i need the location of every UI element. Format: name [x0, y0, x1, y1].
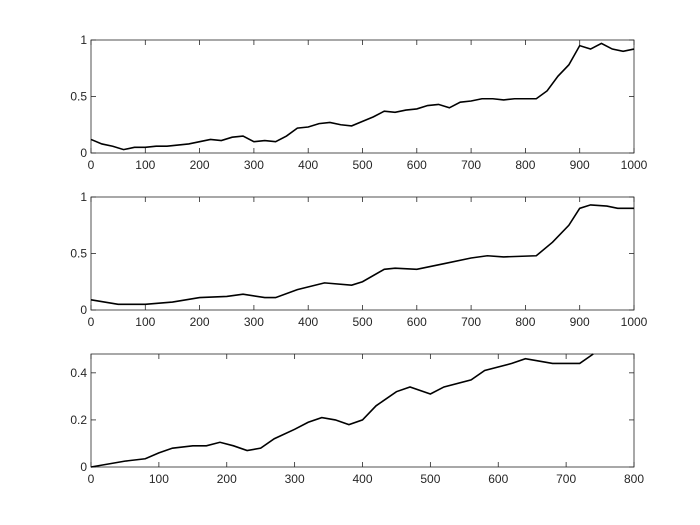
x-tick-label: 600 — [488, 472, 508, 486]
x-tick-label: 500 — [420, 472, 440, 486]
x-tick-label: 200 — [217, 472, 237, 486]
x-tick-label: 200 — [190, 315, 210, 329]
x-tick-label: 400 — [298, 315, 318, 329]
x-tick-label: 300 — [244, 315, 264, 329]
x-tick-label: 0 — [88, 472, 95, 486]
x-tick-label: 300 — [244, 158, 264, 172]
axes-box — [90, 196, 635, 311]
axes-box — [90, 353, 635, 468]
x-tick-label: 200 — [190, 158, 210, 172]
x-tick-label: 500 — [352, 158, 372, 172]
x-tick-label: 400 — [352, 472, 372, 486]
y-tick-label: 0.2 — [70, 413, 87, 427]
data-line — [90, 42, 635, 151]
x-tick-label: 800 — [515, 315, 535, 329]
x-tick-label: 0 — [88, 158, 95, 172]
y-tick-label: 0 — [80, 146, 87, 160]
y-tick-label: 1 — [80, 33, 87, 47]
y-tick-label: 0 — [80, 303, 87, 317]
data-line — [90, 204, 634, 306]
x-tick-label: 0 — [88, 315, 95, 329]
x-tick-label: 800 — [515, 158, 535, 172]
x-tick-label: 1000 — [621, 315, 648, 329]
x-tick-label: 100 — [135, 315, 155, 329]
x-tick-label: 500 — [352, 315, 372, 329]
x-tick-label: 700 — [556, 472, 576, 486]
y-tick-label: 0.5 — [70, 90, 87, 104]
x-tick-label: 400 — [298, 158, 318, 172]
axes-box — [90, 39, 635, 154]
x-tick-label: 700 — [461, 315, 481, 329]
x-tick-label: 900 — [570, 315, 590, 329]
y-tick-label: 1 — [80, 190, 87, 204]
x-tick-label: 1000 — [621, 158, 648, 172]
x-tick-label: 300 — [285, 472, 305, 486]
x-tick-label: 600 — [407, 158, 427, 172]
x-tick-label: 100 — [149, 472, 169, 486]
x-tick-label: 100 — [135, 158, 155, 172]
data-line — [90, 353, 594, 468]
x-tick-label: 800 — [624, 472, 644, 486]
y-tick-label: 0.4 — [70, 366, 87, 380]
y-tick-label: 0.5 — [70, 247, 87, 261]
x-tick-label: 600 — [407, 315, 427, 329]
x-tick-label: 700 — [461, 158, 481, 172]
x-tick-label: 900 — [570, 158, 590, 172]
y-tick-label: 0 — [80, 460, 87, 474]
